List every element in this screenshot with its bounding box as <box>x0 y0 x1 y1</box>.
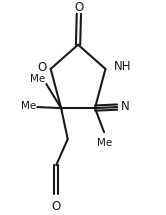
Text: O: O <box>37 61 46 74</box>
Text: N: N <box>121 100 130 113</box>
Text: O: O <box>74 1 83 14</box>
Text: Me: Me <box>21 101 37 111</box>
Text: O: O <box>51 200 60 213</box>
Text: Me: Me <box>30 74 45 84</box>
Text: Me: Me <box>97 138 113 148</box>
Text: NH: NH <box>114 60 131 74</box>
